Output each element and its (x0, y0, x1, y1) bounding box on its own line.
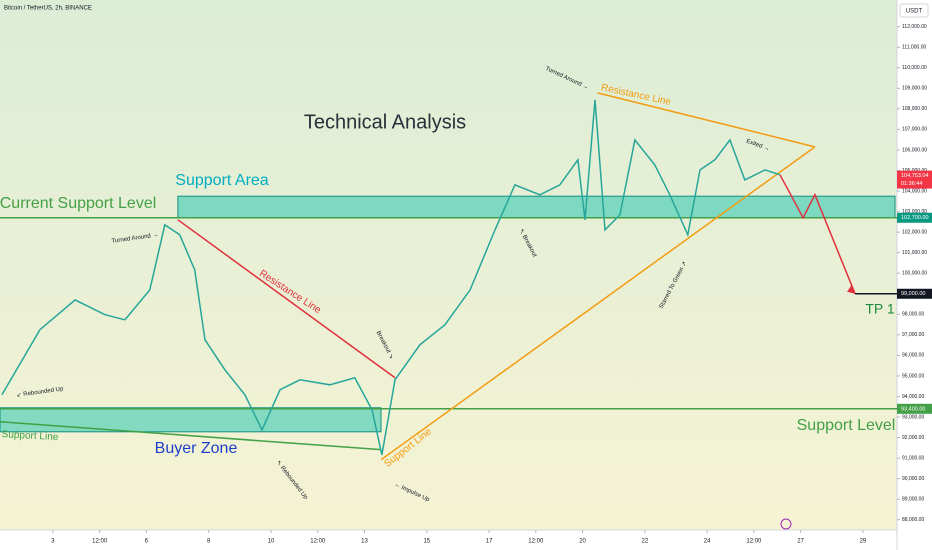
x-tick-label: 12:00 (746, 539, 762, 545)
y-tick-label: 96,000.00 (902, 353, 924, 359)
y-tick-label: 107,000.00 (902, 127, 927, 133)
price-label: 104,753.04 (901, 173, 929, 179)
price-label-box (897, 288, 932, 299)
chart-title: Bitcoin / TetherUS, 2h, BINANCE (4, 6, 92, 12)
x-tick-label: 27 (797, 539, 804, 545)
currency-box[interactable] (899, 3, 929, 18)
x-tick-label: 20 (579, 539, 586, 545)
projection-line (779, 174, 856, 295)
trend-label: Support Line (1, 429, 59, 443)
y-tick-label: 108,000.00 (902, 106, 927, 112)
y-tick-label: 111,000.00 (902, 45, 927, 51)
y-tick-label: 112,000.00 (902, 24, 927, 30)
y-tick-label: 101,000.00 (902, 250, 927, 256)
time-axis (0, 530, 897, 550)
x-tick-label: 17 (486, 539, 493, 545)
x-tick-label: 12:00 (92, 539, 108, 545)
annotation: Technical Analysis (304, 111, 466, 133)
level-label: Current Support Level (0, 195, 156, 212)
y-tick-label: 109,000.00 (902, 86, 927, 92)
trend-line (380, 146, 816, 461)
x-tick-label: 15 (423, 539, 430, 545)
y-tick-label: 91,000.00 (902, 455, 924, 461)
x-tick-label: 13 (361, 539, 368, 545)
trend-line (0, 420, 382, 451)
trend-line (177, 219, 396, 379)
y-tick-label: 100,000.00 (902, 271, 927, 277)
price-label: 93,400.00 (901, 406, 925, 412)
x-tick-label: 3 (51, 539, 55, 545)
y-tick-label: 92,000.00 (902, 435, 924, 441)
x-tick-label: 6 (145, 539, 149, 545)
y-tick-label: 93,000.00 (902, 414, 924, 420)
zone (0, 407, 382, 433)
zone-label: Buyer Zone (155, 440, 238, 457)
price-axis (897, 0, 932, 550)
y-tick-label: 98,000.00 (902, 312, 924, 318)
currency: USDT (906, 9, 923, 15)
price-label-box (897, 403, 932, 414)
y-tick-label: 90,000.00 (902, 476, 924, 482)
price-label: 102,700.00 (901, 215, 929, 221)
y-tick-label: 97,000.00 (902, 332, 924, 338)
plot-background (0, 0, 897, 530)
event-icon[interactable] (780, 518, 792, 530)
y-tick-label: 104,000.00 (902, 188, 927, 194)
x-tick-label: 29 (860, 539, 867, 545)
x-tick-label: 8 (207, 539, 211, 545)
x-tick-label: 22 (642, 539, 649, 545)
y-tick-label: 89,000.00 (902, 497, 924, 503)
y-tick-label: 88,000.00 (902, 517, 924, 523)
y-tick-label: 110,000.00 (902, 65, 927, 71)
y-tick-label: 102,000.00 (902, 229, 927, 235)
y-tick-label: 106,000.00 (902, 147, 927, 153)
price-label: 99,000.00 (901, 291, 925, 297)
price-label-box (897, 170, 932, 189)
x-tick-label: 10 (268, 539, 275, 545)
price-line (1, 99, 781, 455)
y-tick-label: 103,000.00 (902, 209, 927, 215)
countdown: 01:36:44 (901, 181, 922, 187)
y-tick-label: 95,000.00 (902, 373, 924, 379)
x-tick-label: 12:00 (528, 539, 544, 545)
trend-line (597, 92, 816, 148)
arrow-head (847, 285, 856, 294)
price-label-box (897, 212, 932, 223)
annotation: TP 1 (865, 301, 895, 317)
level-label: Support Level (797, 417, 896, 434)
zone (177, 195, 896, 219)
x-tick-label: 24 (704, 539, 711, 545)
y-tick-label: 94,000.00 (902, 394, 924, 400)
x-tick-label: 12:00 (310, 539, 326, 545)
zone-label: Support Area (175, 172, 269, 189)
